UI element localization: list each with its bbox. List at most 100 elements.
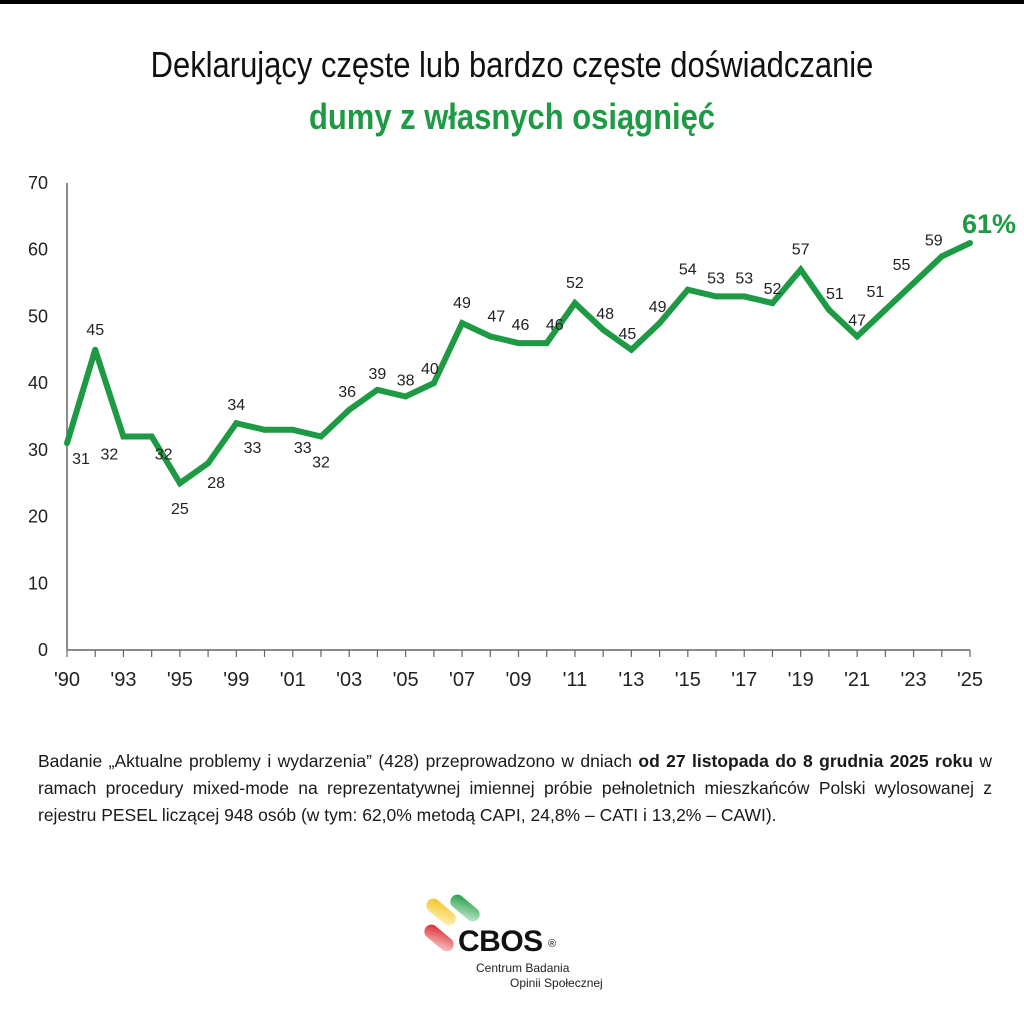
data-label: 36 — [338, 384, 356, 401]
data-label: 46 — [512, 317, 530, 334]
series-line — [64, 240, 972, 488]
data-point — [741, 293, 748, 300]
y-tick-label: 10 — [28, 573, 48, 593]
data-label: 51 — [826, 286, 844, 303]
data-point — [176, 480, 183, 487]
methodology-note: Badanie „Aktualne problemy i wydarzenia”… — [38, 748, 992, 829]
data-point — [289, 426, 296, 433]
data-point — [459, 320, 466, 327]
x-tick-label: '99 — [223, 669, 249, 691]
x-tick-label: '07 — [449, 669, 475, 691]
data-point — [543, 340, 550, 347]
note-dates: od 27 listopada do 8 grudnia 2025 roku — [638, 751, 973, 771]
data-point — [910, 280, 917, 287]
data-label: 52 — [566, 275, 584, 292]
data-label: 32 — [101, 447, 119, 464]
data-point — [797, 266, 804, 273]
data-label: 40 — [421, 361, 439, 378]
x-tick-label: '01 — [280, 669, 306, 691]
x-tick-label: '23 — [901, 669, 927, 691]
data-point — [825, 306, 832, 313]
data-label: 32 — [155, 447, 173, 464]
data-label: 38 — [397, 372, 415, 389]
x-tick-label: '11 — [563, 669, 588, 691]
x-tick-label: '09 — [505, 669, 531, 691]
data-label: 34 — [227, 397, 245, 414]
y-tick-label: 30 — [28, 440, 48, 460]
data-label: 53 — [707, 270, 725, 287]
data-label: 39 — [369, 366, 387, 383]
data-point — [628, 346, 635, 353]
x-tick-label: '17 — [731, 669, 757, 691]
data-point — [656, 320, 663, 327]
registered-mark: ® — [548, 938, 557, 950]
data-label-final: 61% — [962, 209, 1016, 239]
data-point — [402, 393, 409, 400]
data-point — [346, 406, 353, 413]
data-point — [233, 420, 240, 427]
data-label: 25 — [171, 501, 189, 518]
x-tick-label: '15 — [675, 669, 701, 691]
y-tick-label: 70 — [28, 173, 48, 193]
data-point — [317, 433, 324, 440]
top-border — [0, 0, 1024, 4]
y-tick-label: 60 — [28, 240, 48, 260]
chart-subtitle: dumy z własnych osiągnięć — [308, 96, 716, 137]
data-point — [515, 340, 522, 347]
data-label: 31 — [72, 451, 90, 468]
data-point — [571, 300, 578, 307]
data-point — [148, 433, 155, 440]
data-label: 46 — [546, 317, 564, 334]
data-label: 55 — [893, 257, 911, 274]
chart-title: Deklarujący częste lub bardzo częste doś… — [150, 44, 874, 85]
y-tick-label: 0 — [38, 640, 48, 660]
data-point — [374, 386, 381, 393]
y-tick-label: 50 — [28, 306, 48, 326]
data-label: 49 — [649, 299, 667, 316]
data-point — [261, 426, 268, 433]
data-point — [684, 286, 691, 293]
y-tick-label: 20 — [28, 507, 48, 527]
x-tick-label: '05 — [393, 669, 419, 691]
series — [64, 240, 973, 488]
data-point — [487, 333, 494, 340]
data-point — [430, 380, 437, 387]
data-label: 51 — [866, 284, 884, 301]
y-axis: 0 10 20 30 40 50 60 70 — [28, 173, 68, 660]
x-tick-label: '13 — [618, 669, 644, 691]
data-label: 57 — [792, 242, 810, 259]
data-point — [854, 333, 861, 340]
data-label: 47 — [487, 308, 505, 325]
x-tick-label: '95 — [167, 669, 193, 691]
x-tick-label: '19 — [788, 669, 814, 691]
data-label: 47 — [848, 312, 866, 329]
data-label: 33 — [244, 440, 262, 457]
data-point — [600, 326, 607, 333]
cbos-logo: CBOS ® Centrum Badania Opinii Społecznej — [420, 893, 620, 993]
data-point — [769, 300, 776, 307]
data-label: 32 — [312, 455, 330, 472]
logo-line-2: Opinii Społecznej — [510, 976, 603, 990]
data-label: 54 — [679, 262, 697, 279]
cbos-logo-mark-icon — [424, 894, 480, 952]
data-point — [120, 433, 127, 440]
note-text-2: w ramach procedury mixed-mode na repreze… — [38, 751, 993, 825]
logo-line-1: Centrum Badania — [476, 961, 570, 975]
data-point — [713, 293, 720, 300]
data-label: 33 — [294, 440, 312, 457]
data-label: 45 — [86, 322, 104, 339]
data-point — [92, 346, 99, 353]
x-tick-label: '25 — [957, 669, 983, 691]
data-point — [882, 306, 889, 313]
x-tick-label: '03 — [336, 669, 362, 691]
data-label: 48 — [596, 306, 614, 323]
x-tick-label: '90 — [54, 669, 80, 691]
x-axis: '90 '93 '95 '99 '01 '03 '05 '07 '09 '11 '13 '15 '17 '… — [54, 649, 983, 691]
data-point — [64, 440, 70, 447]
data-point — [938, 253, 945, 260]
x-tick-label: '93 — [110, 669, 136, 691]
data-label: 45 — [618, 326, 636, 343]
y-tick-label: 40 — [28, 373, 48, 393]
data-label: 28 — [207, 475, 225, 492]
